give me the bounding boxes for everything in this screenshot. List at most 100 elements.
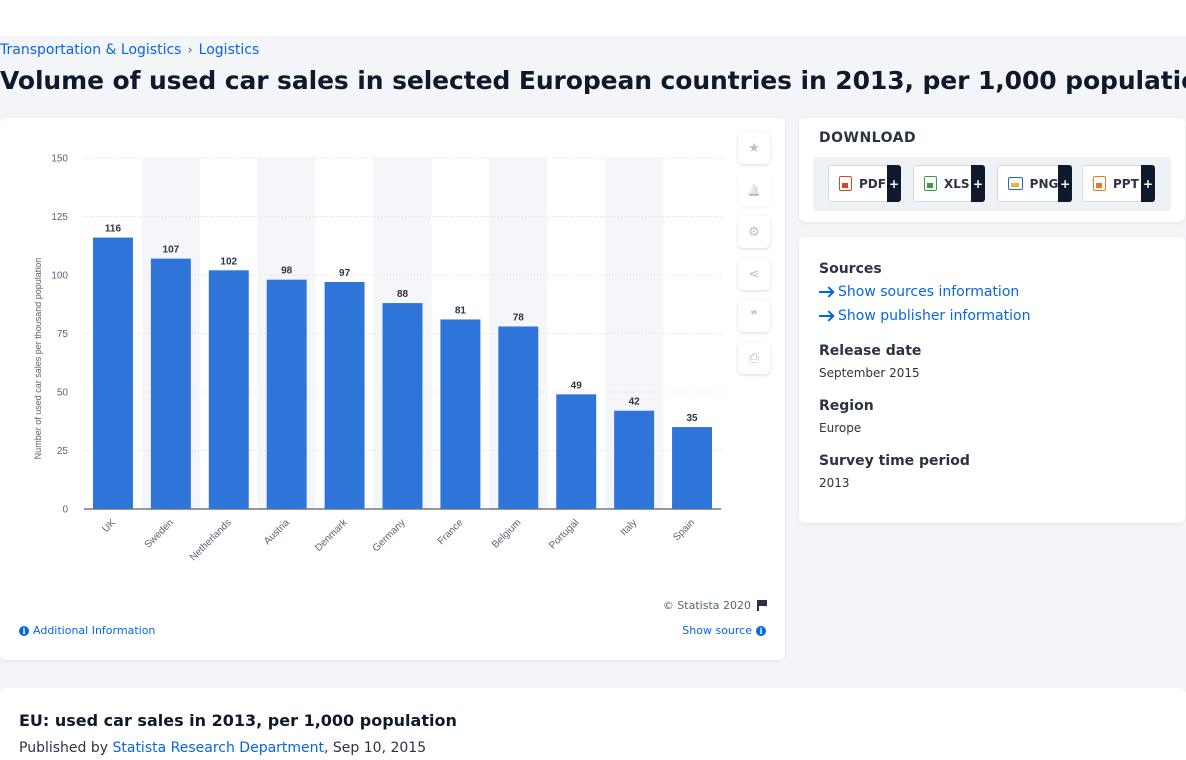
copyright-text: © Statista 2020 — [662, 599, 751, 612]
info-icon: i — [19, 625, 29, 636]
x-tick-label: France — [436, 517, 466, 547]
x-tick-label: Sweden — [143, 517, 176, 550]
data-label: 97 — [339, 268, 351, 279]
show-publisher-link[interactable]: Show publisher information — [819, 308, 1030, 324]
statistic-meta-card: Sources Show sources information Show pu… — [799, 237, 1185, 523]
flag-icon[interactable] — [757, 600, 767, 611]
gear-icon[interactable]: ⚙ — [738, 216, 770, 248]
bell-icon[interactable]: 🔔 — [738, 174, 770, 206]
breadcrumb-separator: › — [187, 42, 193, 58]
star-icon[interactable]: ★ — [738, 132, 770, 164]
download-pdf-label: PDF — [859, 176, 886, 191]
breadcrumb-item-logistics[interactable]: Logistics — [198, 42, 260, 58]
y-axis-label: Number of used car sales per thousand po… — [33, 258, 43, 460]
info-icon: i — [756, 625, 766, 636]
publication-byline: Published by Statista Research Departmen… — [19, 740, 426, 756]
download-png-button[interactable]: PNG + — [997, 165, 1072, 202]
breadcrumb-item-transportation[interactable]: Transportation & Logistics — [0, 42, 182, 58]
sources-heading: Sources — [819, 261, 882, 277]
x-tick-label: Spain — [671, 517, 697, 543]
y-tick-label: 125 — [51, 212, 68, 223]
download-png-label: PNG — [1029, 176, 1059, 191]
x-tick-label: Denmark — [313, 517, 350, 554]
download-card: DOWNLOAD PDF + XLS + PNG + PPT + — [799, 118, 1185, 222]
data-label: 88 — [397, 289, 409, 300]
copyright-note: © Statista 2020 — [663, 599, 767, 612]
data-label: 98 — [281, 266, 293, 277]
plus-icon: + — [971, 165, 985, 202]
survey-period-heading: Survey time period — [819, 453, 970, 469]
show-source-label: Show source — [682, 624, 752, 637]
top-bar — [0, 0, 1186, 36]
x-tick-label: UK — [100, 517, 118, 535]
bar — [324, 282, 365, 509]
x-tick-label: Germany — [371, 517, 408, 554]
region-heading: Region — [819, 398, 874, 414]
show-sources-label: Show sources information — [838, 284, 1020, 300]
bar — [208, 270, 249, 509]
data-label: 49 — [571, 380, 583, 391]
release-date-heading: Release date — [819, 343, 922, 359]
ppt-icon — [1093, 176, 1106, 191]
chart-card: 0 25 50 75 100 125 150 116 UK 107 Sweden 102 Netherl… — [0, 118, 785, 660]
y-tick-label: 25 — [57, 446, 69, 457]
data-label: 107 — [163, 245, 180, 256]
bar-chart: 0 25 50 75 100 125 150 116 UK 107 Sweden 102 Netherl… — [33, 154, 721, 563]
bar — [150, 258, 191, 509]
y-tick-label: 150 — [51, 154, 68, 165]
data-label: 116 — [105, 224, 122, 235]
data-label: 102 — [220, 256, 237, 267]
breadcrumb: Transportation & Logistics › Logistics — [0, 42, 259, 58]
y-tick-label: 50 — [57, 388, 69, 399]
bar — [672, 427, 713, 509]
chart-toolbar: ★ 🔔 ⚙ ⋖ ❞ ⎙ — [738, 132, 770, 374]
quote-icon[interactable]: ❞ — [738, 300, 770, 332]
plus-icon: + — [887, 165, 901, 202]
plus-icon: + — [1141, 165, 1155, 202]
data-label: 81 — [455, 305, 467, 316]
download-pdf-button[interactable]: PDF + — [828, 165, 901, 202]
publication-card: EU: used car sales in 2013, per 1,000 po… — [0, 688, 1186, 760]
y-tick-label: 75 — [57, 329, 69, 340]
data-label: 35 — [686, 413, 698, 424]
pdf-icon — [839, 176, 852, 191]
x-tick-label: Portugal — [547, 517, 581, 551]
release-date-value: September 2015 — [819, 366, 920, 380]
plus-icon: + — [1058, 165, 1072, 202]
share-icon[interactable]: ⋖ — [738, 258, 770, 290]
show-sources-link[interactable]: Show sources information — [819, 284, 1019, 300]
bar — [266, 279, 307, 509]
show-publisher-label: Show publisher information — [838, 308, 1031, 324]
data-label: 78 — [513, 312, 525, 323]
bar — [440, 319, 481, 509]
bar — [92, 237, 133, 509]
x-tick-label: Italy — [619, 517, 640, 538]
y-tick-label: 100 — [51, 271, 68, 282]
download-ppt-button[interactable]: PPT + — [1082, 165, 1155, 202]
arrow-right-icon — [819, 291, 832, 293]
bar — [382, 303, 423, 509]
xls-icon — [924, 176, 937, 191]
download-title: DOWNLOAD — [819, 130, 917, 146]
show-source-link[interactable]: Show source i — [682, 624, 766, 637]
y-tick-label: 0 — [62, 505, 68, 516]
download-xls-label: XLS — [944, 176, 970, 191]
download-ppt-label: PPT — [1113, 176, 1139, 191]
bar — [614, 410, 655, 509]
data-label: 42 — [629, 397, 641, 408]
additional-info-label: Additional Information — [33, 624, 156, 637]
arrow-right-icon — [819, 315, 832, 317]
bar — [556, 394, 597, 509]
region-value: Europe — [819, 421, 862, 435]
png-icon — [1008, 177, 1023, 190]
print-icon[interactable]: ⎙ — [738, 342, 770, 374]
publication-title: EU: used car sales in 2013, per 1,000 po… — [19, 711, 457, 730]
download-buttons: PDF + XLS + PNG + PPT + — [813, 157, 1171, 211]
page-title: Volume of used car sales in selected Eur… — [0, 66, 1186, 95]
x-tick-label: Belgium — [490, 517, 523, 550]
publisher-link[interactable]: Statista Research Department — [112, 740, 325, 756]
download-xls-button[interactable]: XLS + — [913, 165, 985, 202]
published-by-label: Published by — [19, 740, 113, 756]
additional-info-link[interactable]: i Additional Information — [19, 624, 155, 637]
bar — [498, 326, 539, 509]
